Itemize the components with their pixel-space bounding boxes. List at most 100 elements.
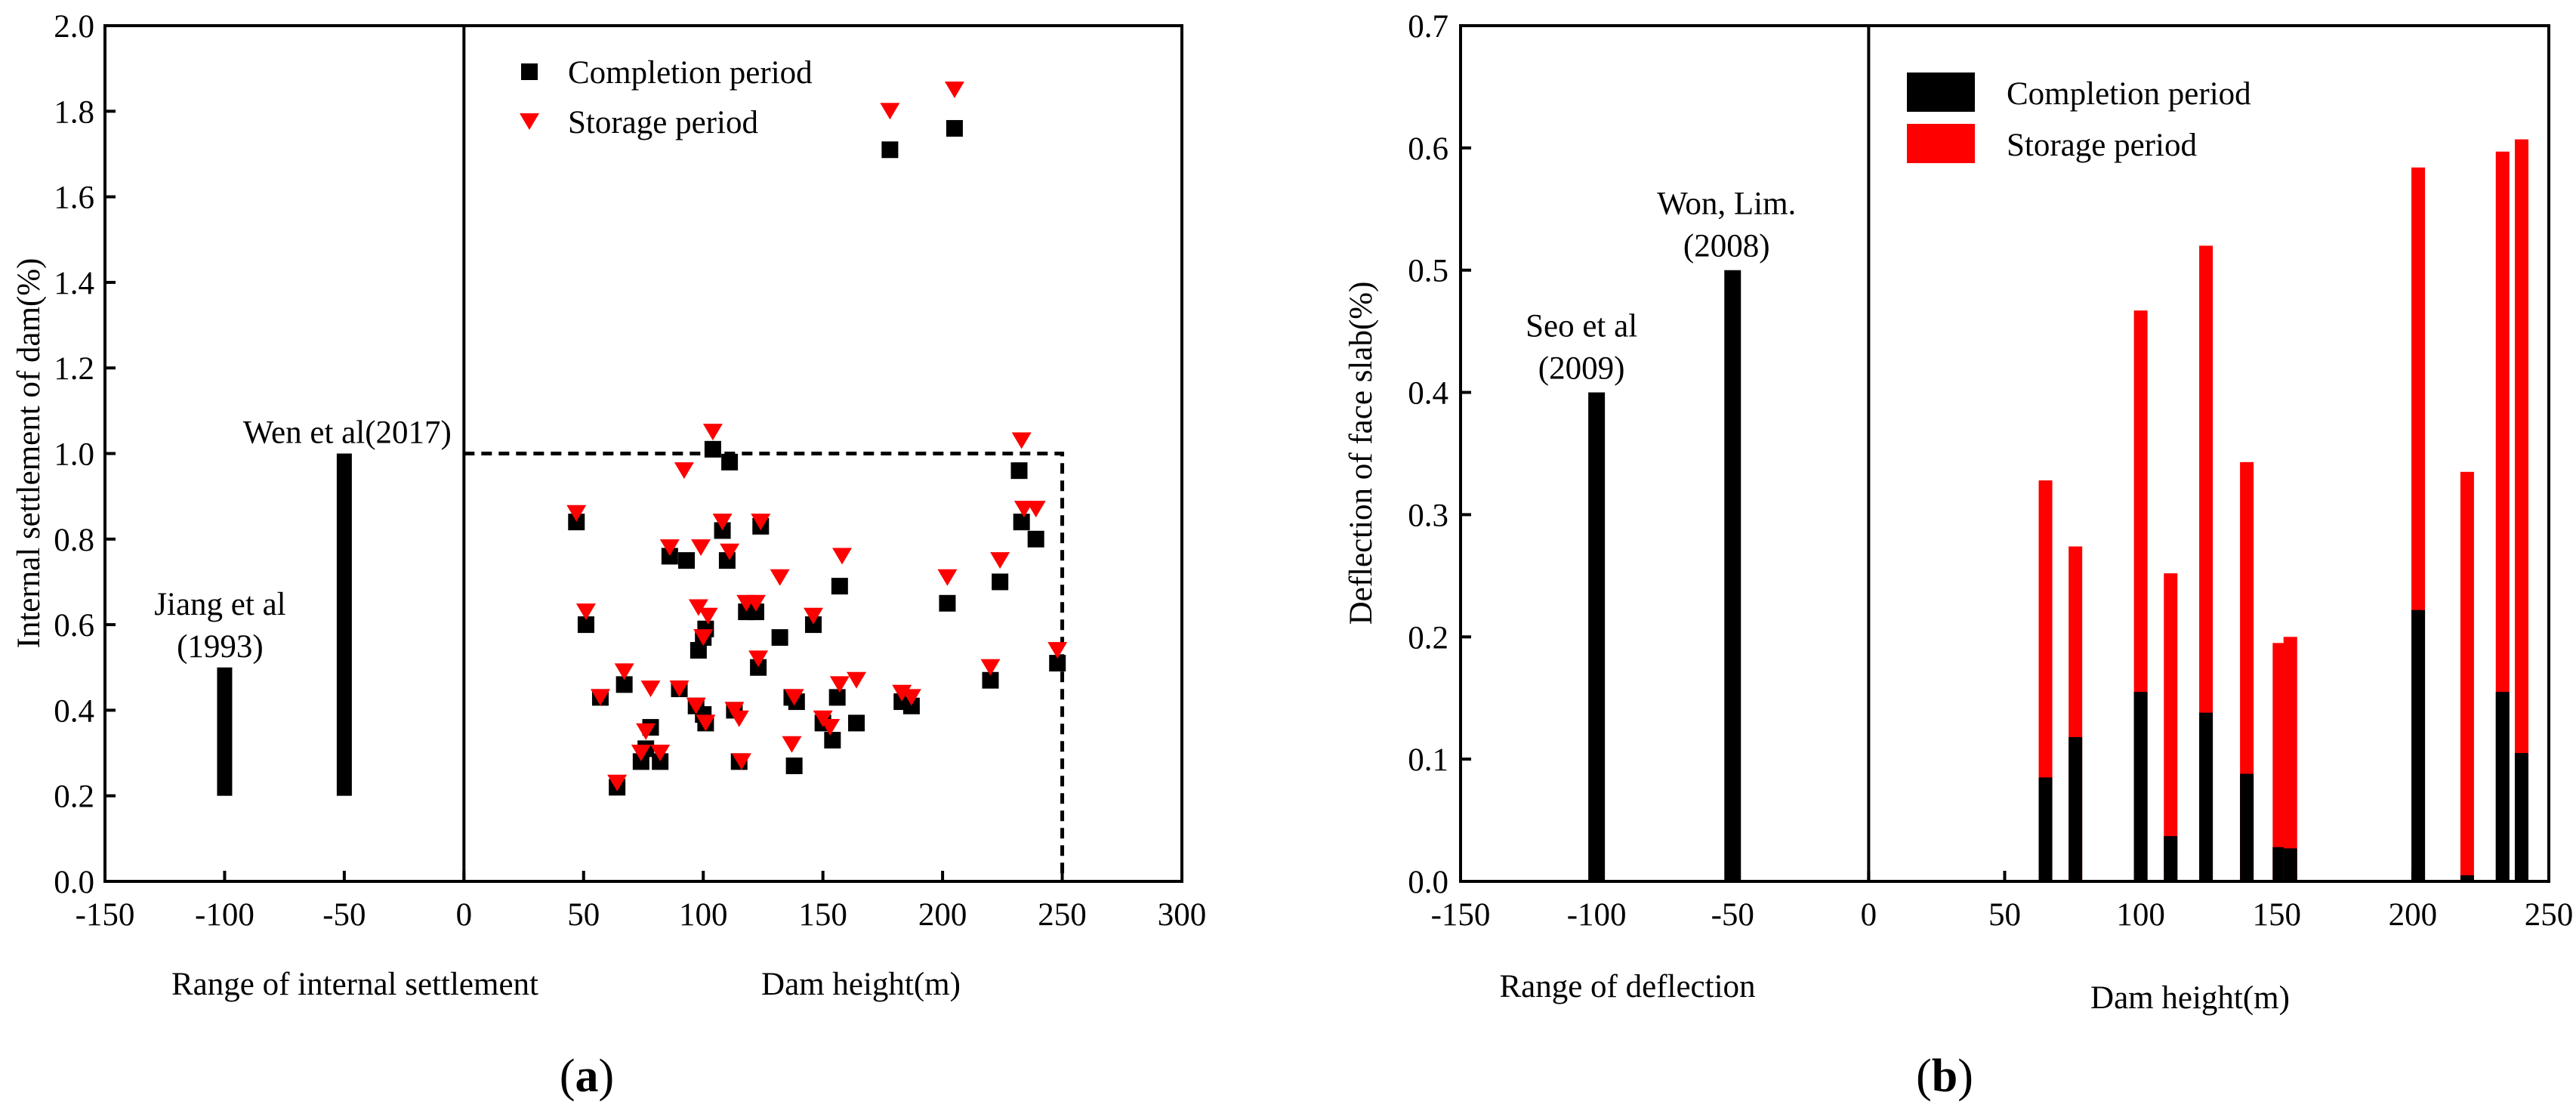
bar-completion-b xyxy=(2514,753,2528,881)
y-tick-label-b: 0.5 xyxy=(1408,254,1448,289)
legend-marker-storage-a xyxy=(520,113,539,130)
point-storage-a xyxy=(614,663,634,680)
point-storage-a xyxy=(566,505,587,522)
y-tick-label-a: 0.6 xyxy=(54,608,94,643)
y-tick-label-b: 0.0 xyxy=(1408,865,1448,900)
point-completion-a xyxy=(714,522,731,539)
legend-label-completion-b: Completion period xyxy=(2007,76,2251,112)
bar-completion-b xyxy=(2240,773,2254,881)
y-tick-label-b: 0.7 xyxy=(1408,9,1448,45)
range-bar-a xyxy=(336,453,352,796)
point-storage-a xyxy=(669,680,690,698)
legend-swatch-storage-b xyxy=(1907,124,1975,163)
point-storage-a xyxy=(640,680,661,698)
y-tick-label-b: 0.3 xyxy=(1408,498,1448,533)
y-tick-label-a: 0.0 xyxy=(54,865,94,900)
point-storage-a xyxy=(731,753,751,770)
panel-label-b: (b) xyxy=(1916,1051,1973,1102)
x-tick-label-a: -50 xyxy=(322,897,366,933)
point-storage-a xyxy=(820,719,841,736)
y-tick-label-b: 0.1 xyxy=(1408,742,1448,778)
point-completion-a xyxy=(881,141,899,159)
point-completion-a xyxy=(690,642,707,659)
point-completion-a xyxy=(831,578,848,595)
point-completion-a xyxy=(615,676,633,693)
point-completion-a xyxy=(747,603,764,621)
point-storage-a xyxy=(751,514,771,531)
point-storage-a xyxy=(650,745,671,762)
point-completion-a xyxy=(771,629,788,646)
point-completion-a xyxy=(824,732,841,749)
point-storage-a xyxy=(590,689,610,706)
point-storage-a xyxy=(659,539,680,557)
reference-bar-label-b: (2008) xyxy=(1683,229,1770,264)
bar-completion-b xyxy=(2495,692,2510,881)
point-completion-a xyxy=(992,573,1009,591)
bar-completion-b xyxy=(2199,712,2214,881)
point-storage-a xyxy=(832,548,853,565)
point-completion-a xyxy=(577,616,594,634)
bar-storage-b xyxy=(2283,637,2297,881)
x-axis-a: -150 -100 -50 0 50 100 150 200 250 300 xyxy=(76,871,1207,933)
x-tick-label-a: 100 xyxy=(679,897,728,933)
range-bar-label-a: Jiang et al xyxy=(154,587,285,622)
point-storage-a xyxy=(813,710,833,727)
chart-panel-a: 0.00.20.40.60.81.01.21.41.61.82.0 -150 -1… xyxy=(11,9,1206,1102)
point-completion-a xyxy=(1010,462,1028,480)
point-storage-a xyxy=(803,607,823,625)
legend-swatch-completion-b xyxy=(1907,73,1975,112)
y-tick-label-a: 1.6 xyxy=(54,181,94,216)
x-tick-label-b: -150 xyxy=(1431,897,1491,933)
point-storage-a xyxy=(691,539,711,557)
point-storage-a xyxy=(980,659,1001,676)
series-storage-a xyxy=(566,81,1068,791)
point-completion-a xyxy=(982,671,999,689)
stacked-bars-b xyxy=(2038,139,2528,882)
range-bars-a: Jiang et al (1993) Wen et al(2017) xyxy=(154,415,452,796)
bar-completion-b xyxy=(2164,836,2178,881)
point-storage-a xyxy=(712,514,733,531)
y-tick-label-a: 1.2 xyxy=(54,351,94,387)
panel-label-a: (a) xyxy=(560,1051,614,1102)
x-tick-label-a: -100 xyxy=(195,897,255,933)
chart-panel-b: 0.0 0.1 0.2 0.3 0.4 0.5 0.6 0.7 -150 -100 -50 0 50 1… xyxy=(1344,9,2573,1102)
point-storage-a xyxy=(770,569,790,586)
x-tick-label-b: 100 xyxy=(2116,897,2165,933)
point-storage-a xyxy=(880,103,900,120)
point-storage-a xyxy=(990,552,1010,569)
point-storage-a xyxy=(1047,642,1068,659)
panel-letter-a: a xyxy=(575,1051,599,1102)
point-storage-a xyxy=(748,650,769,668)
point-completion-a xyxy=(704,440,721,458)
point-storage-a xyxy=(575,603,596,621)
x-tick-label-b: 50 xyxy=(1988,897,2021,933)
point-storage-a xyxy=(1026,501,1046,518)
point-storage-a xyxy=(729,710,749,727)
point-storage-a xyxy=(829,676,850,693)
legend-marker-completion-a xyxy=(521,63,538,80)
x-tick-label-a: 50 xyxy=(567,897,600,933)
point-completion-a xyxy=(632,753,649,770)
point-storage-a xyxy=(607,774,628,791)
x-tick-label-a: 300 xyxy=(1158,897,1207,933)
x-axis-title-right-b: Dam height(m) xyxy=(2090,980,2290,1016)
y-axis-title-b: Deflection of face slab(%) xyxy=(1344,282,1379,625)
x-axis-title-left-a: Range of internal settlement xyxy=(171,967,538,1002)
range-bar-a xyxy=(217,667,233,796)
point-completion-a xyxy=(678,552,696,569)
point-completion-a xyxy=(946,119,963,137)
bar-completion-b xyxy=(2272,847,2287,881)
point-completion-a xyxy=(902,697,920,714)
x-tick-label-a: 150 xyxy=(798,897,847,933)
y-tick-label-a: 2.0 xyxy=(54,9,94,45)
point-storage-a xyxy=(782,736,802,753)
y-tick-label-a: 0.4 xyxy=(54,693,94,729)
bar-completion-b xyxy=(2069,737,2083,881)
bar-storage-b xyxy=(2514,139,2528,881)
series-completion-a xyxy=(568,119,1066,796)
point-storage-a xyxy=(944,81,964,98)
legend-a: Completion period Storage period xyxy=(520,55,813,140)
legend-label-completion-a: Completion period xyxy=(568,55,813,91)
bar-storage-b xyxy=(2460,471,2474,881)
